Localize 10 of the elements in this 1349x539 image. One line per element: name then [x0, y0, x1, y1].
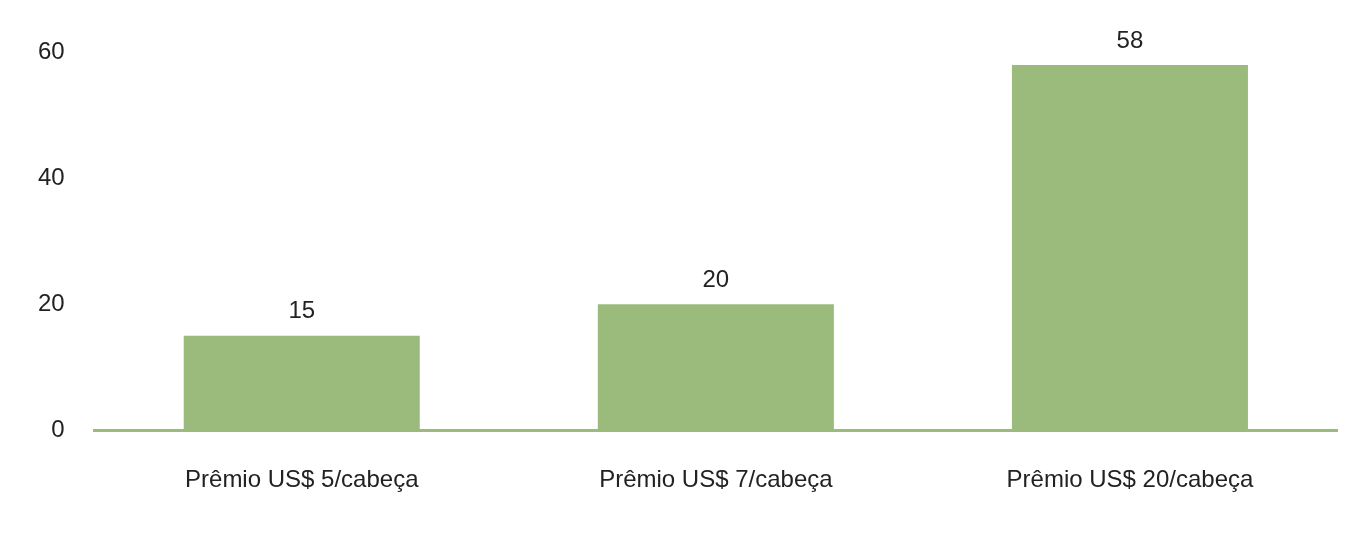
y-tick-label: 20: [37, 288, 65, 316]
y-tick-label: 0: [51, 414, 65, 442]
data-label: 20: [702, 264, 730, 292]
x-tick-label: Prêmio US$ 5/cabeça: [185, 465, 420, 493]
x-tick-label: Prêmio US$ 7/cabeça: [599, 465, 834, 493]
y-tick-label: 40: [37, 162, 65, 190]
data-label: 15: [288, 296, 316, 324]
x-tick-label: Prêmio US$ 20/cabeça: [1006, 465, 1254, 493]
data-label: 58: [1116, 25, 1144, 53]
y-tick-label: 60: [37, 37, 65, 65]
